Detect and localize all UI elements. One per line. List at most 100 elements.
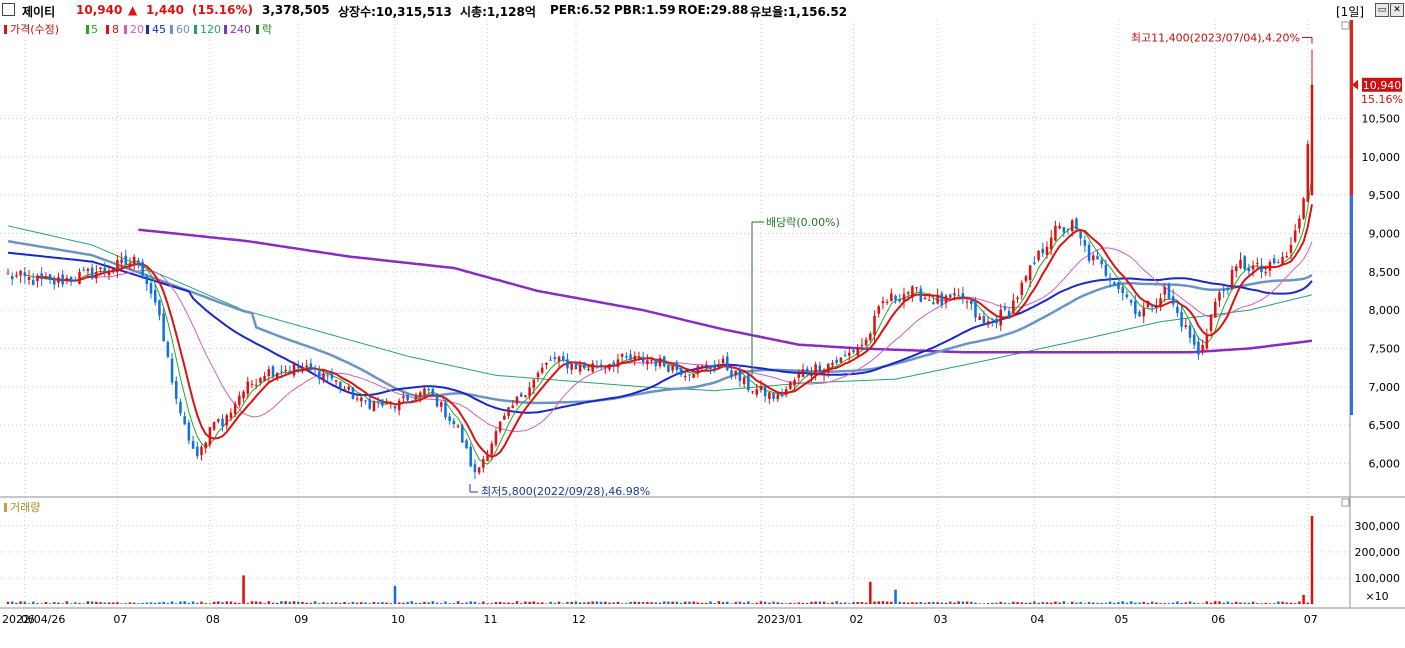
candle xyxy=(894,294,897,304)
volume-bar xyxy=(1163,603,1167,604)
candle xyxy=(368,393,372,411)
volume-value: 3,378,505 xyxy=(262,3,330,17)
volume-bar xyxy=(410,601,414,604)
candle xyxy=(120,252,123,269)
volume-bar xyxy=(574,601,578,604)
candle xyxy=(1003,302,1007,312)
restore-button[interactable]: ▭ xyxy=(1375,3,1389,17)
volume-bar xyxy=(116,602,119,604)
volume-bar xyxy=(326,603,329,604)
candle xyxy=(864,336,868,347)
candle xyxy=(351,387,355,400)
candle xyxy=(305,359,308,371)
candle xyxy=(1041,242,1045,258)
candle xyxy=(111,268,115,274)
candle xyxy=(330,368,334,382)
up-arrow-icon: ▲ xyxy=(128,3,138,17)
volume-bar xyxy=(288,601,292,604)
candle xyxy=(545,362,548,370)
candle xyxy=(1083,235,1087,253)
candle xyxy=(944,294,948,309)
candle xyxy=(705,360,708,372)
volume-bar xyxy=(465,602,468,604)
volume-bar xyxy=(254,601,258,604)
volume-bar xyxy=(204,603,207,604)
volume-bar xyxy=(978,603,981,604)
volume-bar xyxy=(1121,601,1124,604)
volume-bar xyxy=(604,601,607,604)
candle xyxy=(208,426,212,448)
period-selector[interactable]: [1일] xyxy=(1336,5,1365,19)
reserve-ratio: 유보율:1,156.52 xyxy=(750,5,848,19)
volume-bar xyxy=(330,602,334,604)
volume-bar xyxy=(158,602,161,604)
select-checkbox[interactable] xyxy=(2,3,15,16)
candle xyxy=(364,399,367,405)
volume-bar xyxy=(444,601,447,604)
legend-ma45-icon xyxy=(146,25,149,34)
candle xyxy=(1125,290,1129,300)
candle xyxy=(583,362,586,370)
volume-bar xyxy=(1209,602,1213,604)
candle xyxy=(1298,215,1301,234)
volume-bar xyxy=(486,603,489,604)
volume-bar xyxy=(1256,603,1259,604)
volume-bar xyxy=(280,601,283,604)
close-button[interactable]: ✕ xyxy=(1390,3,1404,17)
candle xyxy=(360,396,363,407)
candle xyxy=(200,444,203,461)
volume-bar xyxy=(1180,602,1183,604)
volume-bar xyxy=(477,603,481,604)
candle xyxy=(763,385,767,403)
candle xyxy=(986,316,990,328)
volume-bar xyxy=(705,602,708,604)
volume-bar xyxy=(1188,601,1192,604)
low-annotation: 최저5,800(2022/09/28),46.98% xyxy=(469,484,650,498)
candle xyxy=(95,265,98,284)
volume-bar xyxy=(322,602,325,604)
volume-bar xyxy=(986,603,990,604)
volume-bar xyxy=(822,601,826,604)
candle xyxy=(616,353,620,374)
candle xyxy=(692,374,695,379)
volume-bar xyxy=(82,603,85,604)
volume-bar xyxy=(864,602,868,604)
candle xyxy=(620,352,624,363)
candle xyxy=(19,269,22,283)
candle xyxy=(1247,263,1251,276)
volume-bar xyxy=(53,601,56,604)
volume-bar xyxy=(440,603,443,604)
price-axis-labels: 10,500 10,000 9,500 9,000 8,500 8,000 7,500 7,0… xyxy=(1362,113,1401,471)
volume-bar xyxy=(318,603,321,604)
volume-bar xyxy=(1092,602,1095,604)
candle xyxy=(810,367,813,383)
candle xyxy=(982,310,986,326)
volume-bar xyxy=(208,603,212,604)
volume-bar xyxy=(557,601,561,604)
candle xyxy=(473,459,477,479)
volume-bar xyxy=(595,601,599,604)
volume-bar xyxy=(835,601,838,604)
volume-bar xyxy=(1066,603,1070,604)
legend-price-icon xyxy=(4,25,7,34)
ma120-line xyxy=(7,225,1313,392)
volume-bar xyxy=(1134,602,1137,604)
volume-bar xyxy=(389,603,393,604)
legend-ma20-icon xyxy=(124,25,127,34)
volume-bar xyxy=(1037,602,1040,604)
candle xyxy=(1171,288,1175,308)
volume-bar xyxy=(1167,603,1171,604)
candle xyxy=(1113,281,1116,286)
candle xyxy=(376,396,380,409)
volume-bar xyxy=(200,601,203,604)
candle xyxy=(730,368,733,380)
volume-pane-resize-icon[interactable] xyxy=(1341,498,1350,507)
candle xyxy=(1209,314,1213,335)
volume-bar xyxy=(961,601,965,604)
candle xyxy=(717,359,721,370)
price-pane-resize-icon[interactable] xyxy=(1341,21,1350,30)
volume-bar xyxy=(111,602,115,604)
candle xyxy=(494,427,498,448)
volume-bar xyxy=(1247,602,1251,604)
volume-bar xyxy=(1045,602,1049,604)
